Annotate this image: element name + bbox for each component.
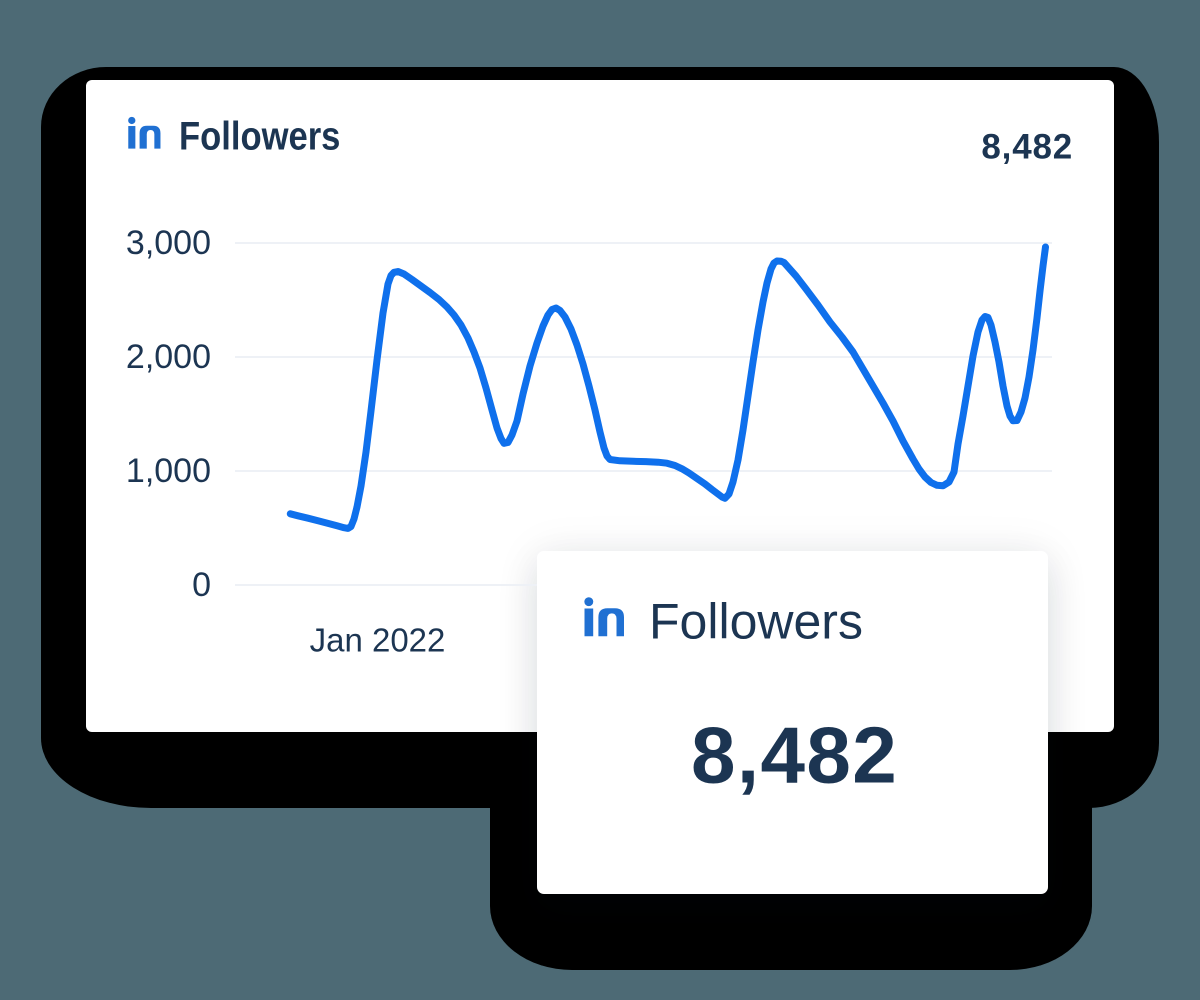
svg-text:8,482: 8,482 xyxy=(691,711,898,800)
svg-text:Followers: Followers xyxy=(179,113,340,158)
svg-text:0: 0 xyxy=(192,566,211,604)
svg-text:8,482: 8,482 xyxy=(981,127,1073,166)
svg-text:1,000: 1,000 xyxy=(126,452,211,490)
svg-text:Followers: Followers xyxy=(649,594,863,650)
svg-text:2,000: 2,000 xyxy=(126,338,211,376)
svg-text:Jan 2022: Jan 2022 xyxy=(310,622,446,659)
svg-text:3,000: 3,000 xyxy=(126,224,211,262)
